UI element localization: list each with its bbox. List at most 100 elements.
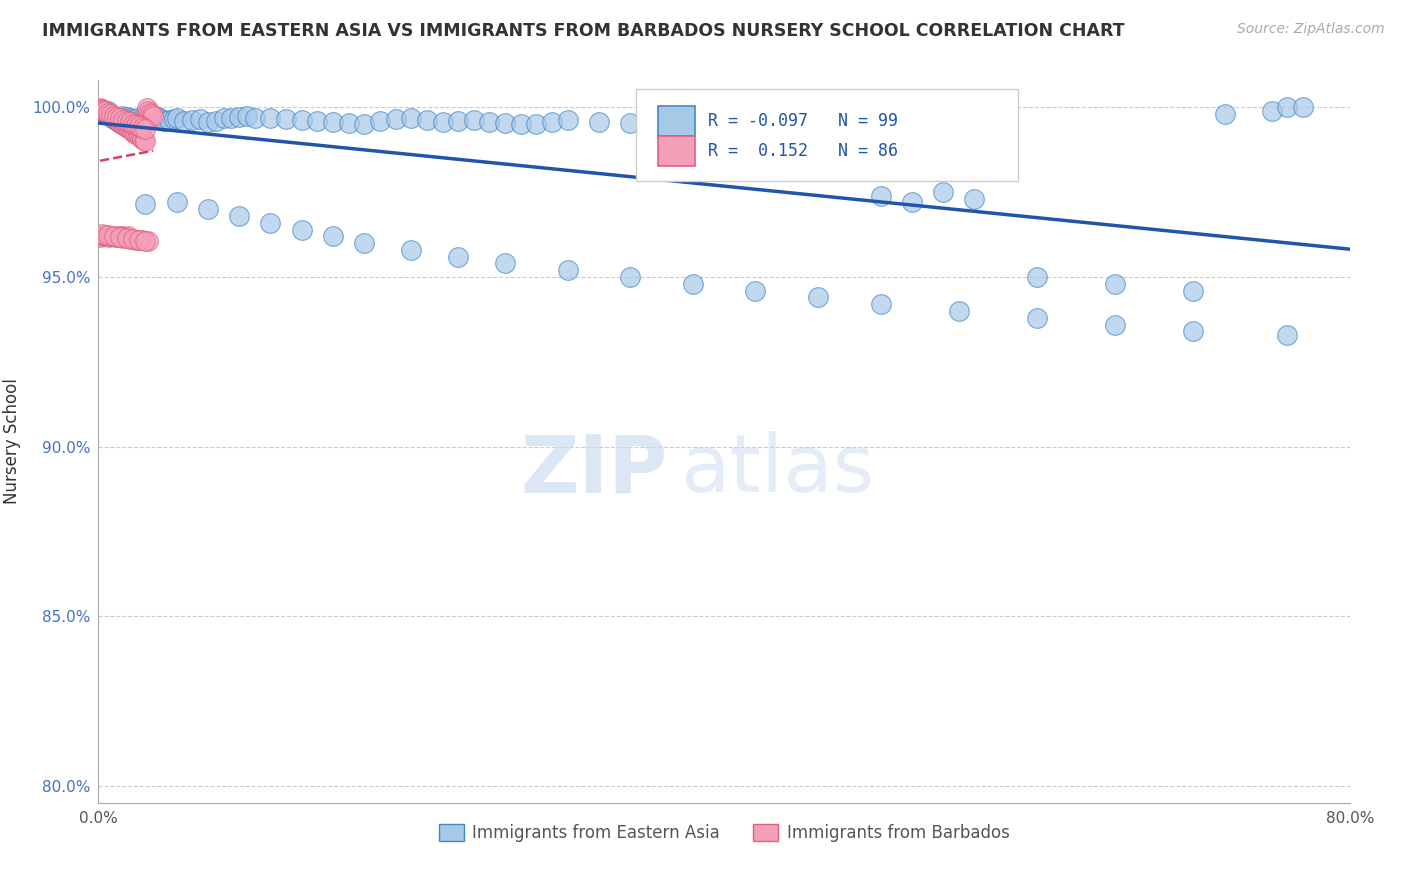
Point [134,122,156,136]
Point [100,107,122,121]
FancyBboxPatch shape [637,89,1018,181]
Point [134,235,156,249]
Point [337,116,360,130]
Point [112,114,135,128]
Point [166,195,188,210]
Point [1260,103,1282,118]
Point [146,110,169,124]
Point [115,120,138,134]
Point [1182,284,1205,298]
Point [100,228,122,243]
Point [125,118,148,132]
Text: R =  0.152   N = 86: R = 0.152 N = 86 [707,142,898,160]
Point [127,117,149,131]
Point [98,108,121,122]
FancyBboxPatch shape [658,105,696,136]
Point [112,112,135,127]
Point [228,110,250,124]
Point [401,112,423,126]
Point [132,133,155,147]
Point [107,229,129,244]
Point [619,116,641,130]
Point [384,112,406,127]
Point [682,119,704,133]
Point [682,277,704,291]
Point [188,112,211,127]
Point [115,231,138,245]
Point [259,216,281,230]
Point [416,113,439,128]
Point [96,103,118,118]
Point [118,232,141,246]
Point [322,229,344,244]
Point [353,117,375,131]
Point [93,104,115,119]
Point [138,103,160,118]
Point [557,113,579,128]
Point [97,106,120,120]
Point [432,114,454,128]
Point [291,222,314,236]
Point [307,114,329,128]
Point [93,227,115,242]
Point [932,185,955,199]
Text: IMMIGRANTS FROM EASTERN ASIA VS IMMIGRANTS FROM BARBADOS NURSERY SCHOOL CORRELAT: IMMIGRANTS FROM EASTERN ASIA VS IMMIGRAN… [42,22,1125,40]
Point [105,230,128,244]
Point [91,229,114,244]
Point [1026,270,1049,285]
Point [142,112,165,126]
Point [111,109,134,123]
Point [259,112,281,126]
Point [110,230,132,244]
Point [91,103,114,118]
Point [1292,100,1315,114]
Point [838,116,860,130]
Point [105,110,128,124]
Point [90,102,112,116]
Point [128,129,150,144]
Point [93,104,115,119]
Point [139,105,162,120]
Point [153,114,176,128]
Point [93,105,115,120]
Point [134,197,156,211]
Point [776,118,799,132]
Text: Source: ZipAtlas.com: Source: ZipAtlas.com [1237,22,1385,37]
Point [447,250,470,264]
Point [166,112,188,126]
Point [141,107,163,121]
Point [127,128,149,143]
Point [124,126,146,140]
Point [111,117,134,131]
Point [478,114,501,128]
Point [125,127,148,141]
Point [650,117,672,131]
Point [135,101,157,115]
Point [105,113,128,128]
Point [173,114,195,128]
Point [103,228,125,243]
Point [118,122,141,136]
Point [463,113,485,128]
Point [98,107,121,121]
Point [713,120,735,135]
Point [96,105,118,120]
Point [103,109,125,123]
Point [322,114,344,128]
Point [138,235,160,249]
Point [111,228,134,243]
Point [128,120,150,134]
Y-axis label: Nursery School: Nursery School [3,378,21,505]
Point [948,304,970,318]
Point [212,112,235,126]
Point [181,113,204,128]
Point [103,112,125,127]
Point [98,107,121,121]
Point [91,105,114,120]
Point [115,114,138,128]
Point [110,112,132,126]
Point [557,263,579,277]
Point [204,114,226,128]
Point [807,290,830,304]
Point [96,228,118,243]
